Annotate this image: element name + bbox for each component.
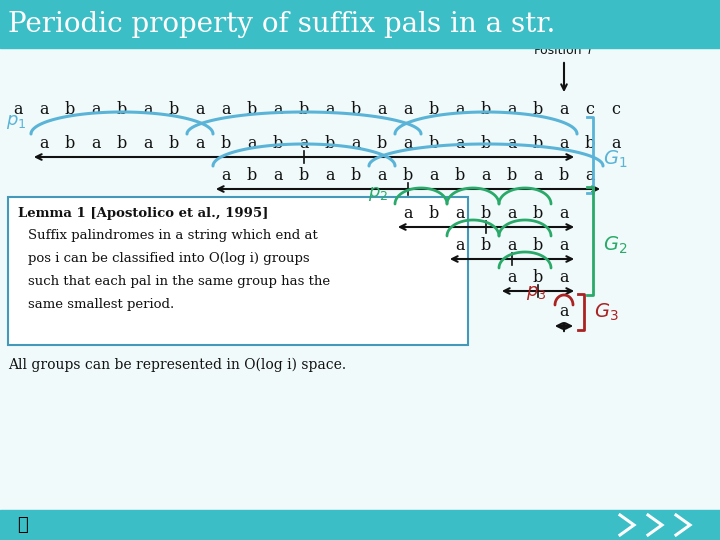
Text: a: a <box>195 134 204 152</box>
Text: a: a <box>325 166 335 184</box>
Bar <box>0 0 720 48</box>
Text: a: a <box>559 303 569 321</box>
Text: a: a <box>559 102 569 118</box>
Text: a: a <box>559 134 569 152</box>
Text: b: b <box>507 166 517 184</box>
Text: a: a <box>143 102 153 118</box>
Text: b: b <box>299 166 309 184</box>
Text: a: a <box>274 102 283 118</box>
Text: $G_2$: $G_2$ <box>603 234 627 255</box>
Text: a: a <box>91 102 101 118</box>
Text: b: b <box>247 102 257 118</box>
Text: a: a <box>274 166 283 184</box>
Text: a: a <box>221 102 230 118</box>
Text: b: b <box>247 166 257 184</box>
Text: b: b <box>403 166 413 184</box>
Text: b: b <box>481 237 491 253</box>
Text: b: b <box>585 134 595 152</box>
Text: b: b <box>299 102 309 118</box>
Text: a: a <box>455 102 464 118</box>
Text: b: b <box>351 166 361 184</box>
Text: a: a <box>455 134 464 152</box>
Text: b: b <box>429 205 439 221</box>
Text: b: b <box>169 102 179 118</box>
Text: $p_2$: $p_2$ <box>368 185 388 203</box>
Text: a: a <box>429 166 438 184</box>
Text: Suffix palindromes in a string which end at: Suffix palindromes in a string which end… <box>28 229 318 242</box>
Text: b: b <box>117 134 127 152</box>
Text: b: b <box>325 134 335 152</box>
Text: $p_1$: $p_1$ <box>6 113 26 131</box>
Text: such that each pal in the same group has the: such that each pal in the same group has… <box>28 275 330 288</box>
Text: a: a <box>403 134 413 152</box>
Text: b: b <box>429 134 439 152</box>
Text: a: a <box>508 268 517 286</box>
Text: a: a <box>300 134 309 152</box>
Text: a: a <box>403 102 413 118</box>
Text: b: b <box>221 134 231 152</box>
Text: b: b <box>533 237 543 253</box>
Text: a: a <box>508 237 517 253</box>
Text: b: b <box>559 166 569 184</box>
Text: $p_3$: $p_3$ <box>526 284 546 302</box>
Text: b: b <box>533 205 543 221</box>
Text: b: b <box>117 102 127 118</box>
Text: a: a <box>585 166 595 184</box>
Text: a: a <box>508 102 517 118</box>
Text: b: b <box>481 205 491 221</box>
Text: a: a <box>377 102 387 118</box>
Text: a: a <box>455 237 464 253</box>
Text: a: a <box>403 205 413 221</box>
Text: a: a <box>40 102 49 118</box>
FancyBboxPatch shape <box>8 197 468 345</box>
Text: a: a <box>195 102 204 118</box>
Text: a: a <box>508 134 517 152</box>
Text: $G_1$: $G_1$ <box>603 148 628 170</box>
Text: a: a <box>377 166 387 184</box>
Text: 🌿: 🌿 <box>17 516 27 534</box>
Text: a: a <box>247 134 257 152</box>
Text: b: b <box>273 134 283 152</box>
Text: a: a <box>40 134 49 152</box>
Text: a: a <box>611 134 621 152</box>
Text: b: b <box>455 166 465 184</box>
Text: a: a <box>143 134 153 152</box>
Text: b: b <box>481 134 491 152</box>
Text: a: a <box>455 205 464 221</box>
Text: a: a <box>559 205 569 221</box>
Text: b: b <box>429 102 439 118</box>
Text: All groups can be represented in O(log i) space.: All groups can be represented in O(log i… <box>8 358 346 372</box>
Text: $G_3$: $G_3$ <box>594 301 618 322</box>
Text: b: b <box>65 102 75 118</box>
Text: a: a <box>559 237 569 253</box>
Text: a: a <box>13 102 23 118</box>
Text: same smallest period.: same smallest period. <box>28 298 174 311</box>
Text: a: a <box>534 166 543 184</box>
Text: a: a <box>481 166 491 184</box>
Text: i: i <box>588 44 592 57</box>
Text: b: b <box>351 102 361 118</box>
Text: c: c <box>611 102 621 118</box>
Text: a: a <box>91 134 101 152</box>
Text: a: a <box>351 134 361 152</box>
Text: a: a <box>325 102 335 118</box>
Text: a: a <box>508 205 517 221</box>
Text: c: c <box>585 102 595 118</box>
Text: Periodic property of suffix pals in a str.: Periodic property of suffix pals in a st… <box>8 10 555 37</box>
Bar <box>0 510 720 540</box>
Text: pos i can be classified into O(log i) groups: pos i can be classified into O(log i) gr… <box>28 252 310 265</box>
Text: b: b <box>65 134 75 152</box>
Text: b: b <box>377 134 387 152</box>
Text: Position: Position <box>534 44 582 57</box>
Text: a: a <box>559 268 569 286</box>
Text: b: b <box>533 268 543 286</box>
Text: b: b <box>481 102 491 118</box>
Text: Lemma 1 [Apostolico et al., 1995]: Lemma 1 [Apostolico et al., 1995] <box>18 207 269 220</box>
Text: a: a <box>221 166 230 184</box>
Text: b: b <box>169 134 179 152</box>
Text: b: b <box>533 134 543 152</box>
Text: b: b <box>533 102 543 118</box>
